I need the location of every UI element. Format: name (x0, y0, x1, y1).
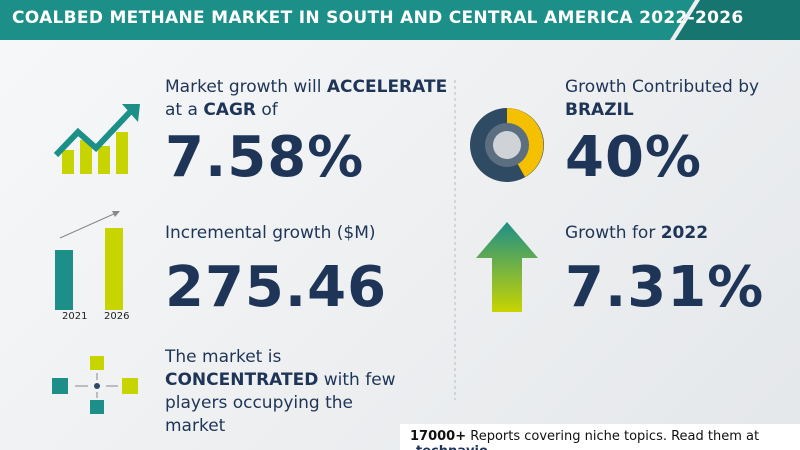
incremental-label: Incremental growth ($M) (165, 223, 376, 243)
growth-icon (53, 104, 140, 174)
cagr-value: 7.58% (165, 125, 365, 190)
contribution-region: BRAZIL (565, 100, 634, 120)
footer: 17000+ Reports covering niche topics. Re… (410, 429, 800, 450)
banner-end (675, 0, 800, 40)
emphasis: ACCELERATE (326, 77, 448, 97)
brand[interactable]: technavio (416, 444, 488, 450)
incremental-value: 275.46 (165, 255, 388, 320)
contribution-value: 40% (565, 125, 703, 190)
text: with few players occupying the market (165, 370, 396, 436)
text: The market is (165, 347, 282, 367)
text: Market growth will (165, 77, 322, 97)
year-label: 2026 (104, 311, 130, 322)
footer-text: Reports covering niche topics. Read them… (470, 429, 760, 444)
concentration-icon (52, 356, 138, 414)
yoy-label: Growth for 2022 (565, 222, 708, 245)
emphasis: 2022 (660, 223, 709, 243)
text: at a (165, 100, 198, 120)
yoy-value: 7.31% (565, 255, 765, 320)
concentration-text: The market is CONCENTRATED with few play… (165, 346, 415, 438)
emphasis: CONCENTRATED (165, 370, 319, 390)
emphasis: CAGR (203, 100, 256, 120)
arrow-icon (476, 222, 538, 312)
bars-icon (55, 211, 123, 310)
contribution-label: Growth Contributed by (565, 77, 760, 97)
donut-icon (470, 108, 544, 182)
text: Growth for (565, 223, 656, 243)
title: COALBED METHANE MARKET IN SOUTH AND CENT… (12, 8, 744, 28)
title-banner (0, 0, 695, 40)
footer-bar (400, 424, 800, 450)
footer-count: 17000+ (410, 429, 467, 444)
year-label: 2021 (62, 311, 88, 322)
text: of (261, 100, 278, 120)
growth-text: Market growth will ACCELERATE at a CAGR … (165, 76, 447, 122)
